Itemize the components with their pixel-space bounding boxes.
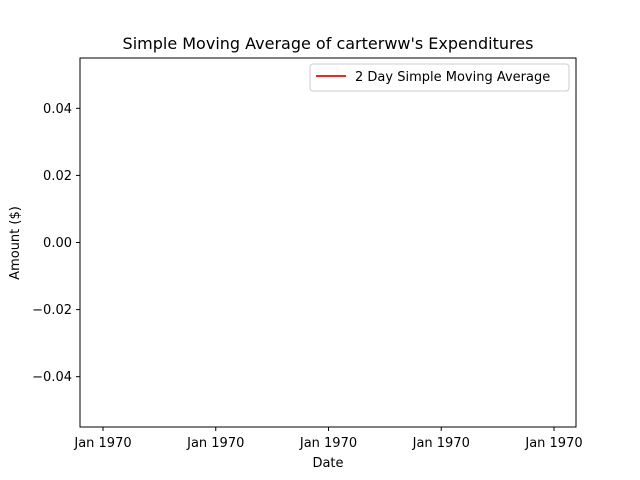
legend-box: [309, 63, 570, 92]
plot-area: [79, 57, 577, 428]
y-tick-label: 0.00: [43, 236, 72, 251]
y-axis-ticks: −0.04 −0.02 0.00 0.02 0.04: [32, 102, 80, 385]
x-tick-label: Jan 1970: [73, 436, 131, 451]
legend: 2 Day Simple Moving Average: [309, 63, 570, 92]
x-tick-label: Jan 1970: [524, 436, 582, 451]
x-axis-ticks: Jan 1970 Jan 1970 Jan 1970 Jan 1970 Jan 1970: [73, 427, 583, 451]
chart-title: Simple Moving Average of carterww's Expe…: [123, 34, 534, 53]
legend-label: 2 Day Simple Moving Average: [355, 70, 550, 85]
x-tick-label: Jan 1970: [186, 436, 244, 451]
x-tick-label: Jan 1970: [412, 436, 470, 451]
x-axis-label: Date: [312, 456, 343, 471]
y-tick-label: 0.02: [43, 169, 72, 184]
x-tick-label: Jan 1970: [299, 436, 357, 451]
y-tick-label: 0.04: [43, 102, 72, 117]
y-tick-label: −0.04: [32, 370, 72, 385]
y-tick-label: −0.02: [32, 303, 72, 318]
y-axis-label: Amount ($): [8, 206, 23, 280]
